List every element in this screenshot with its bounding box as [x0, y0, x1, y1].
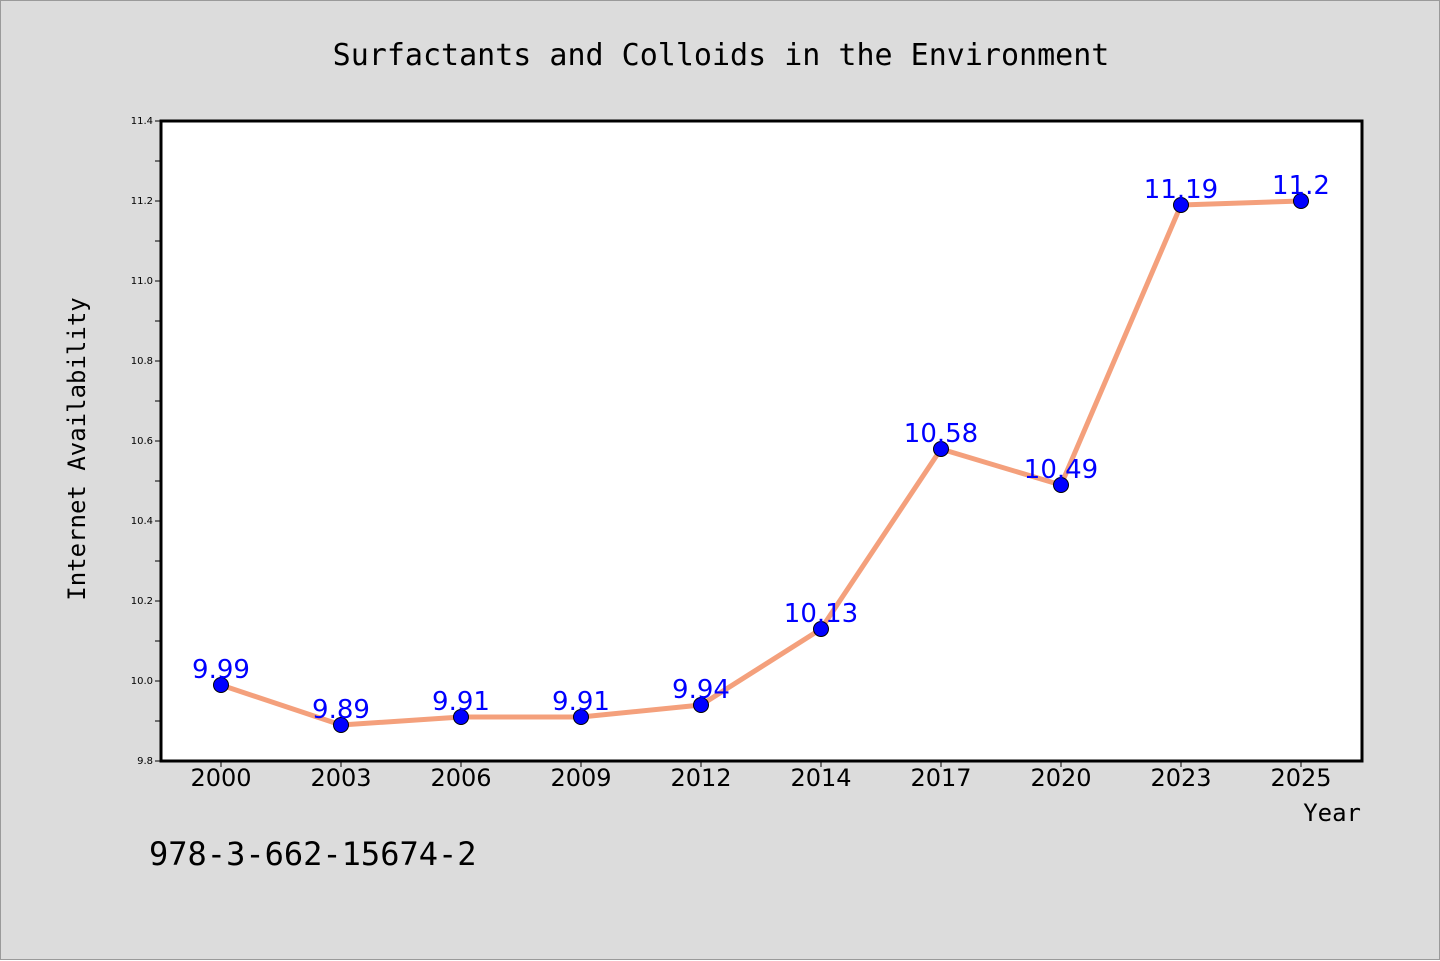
data-label-2025: 11.2 [1272, 171, 1330, 201]
data-label-2017: 10.58 [904, 419, 978, 449]
y-tick-label: 10.8 [131, 356, 153, 367]
isbn-footer: 978-3-662-15674-2 [149, 835, 477, 873]
y-tick-label: 10.0 [131, 676, 153, 687]
data-label-2009: 9.91 [552, 687, 610, 717]
y-axis-label: Internet Availability [63, 297, 91, 600]
data-label-2012: 9.94 [672, 675, 730, 705]
data-point-2017 [933, 441, 949, 457]
y-tick-label: 11.4 [131, 116, 153, 127]
data-point-2009 [573, 709, 589, 725]
y-axis: 9.8 10.0 10.2 10.4 10.6 10.8 11.0 11.2 11.4 [131, 116, 161, 767]
x-axis-label: Year [1303, 799, 1361, 827]
x-tick-label: 2000 [190, 764, 251, 792]
data-point-2014 [813, 621, 829, 637]
y-tick-label: 11.2 [131, 196, 153, 207]
data-point-2020 [1053, 477, 1069, 493]
data-label-2023: 11.19 [1144, 175, 1218, 205]
data-label-2003: 9.89 [312, 695, 370, 725]
data-label-2020: 10.49 [1024, 455, 1098, 485]
x-axis: 2000 2003 2006 2009 2012 2014 2017 2020 2023 2025 [190, 761, 1332, 792]
y-tick-label: 10.6 [131, 436, 153, 447]
series-line [218, 198, 1304, 728]
x-tick-label: 2020 [1030, 764, 1091, 792]
x-tick-label: 2006 [430, 764, 491, 792]
x-tick-label: 2017 [910, 764, 971, 792]
x-tick-label: 2009 [550, 764, 611, 792]
data-point-2025 [1293, 193, 1309, 209]
data-point-2003 [333, 717, 349, 733]
x-tick-label: 2014 [790, 764, 851, 792]
x-tick-label: 2023 [1150, 764, 1211, 792]
y-tick-label: 10.4 [131, 516, 153, 527]
data-point-2006 [453, 709, 469, 725]
y-tick-label: 10.2 [131, 596, 153, 607]
data-label-2014: 10.13 [784, 599, 858, 629]
data-label-2006: 9.91 [432, 687, 490, 717]
data-point-2000 [213, 677, 229, 693]
y-tick-label: 9.8 [137, 756, 153, 767]
plot-area [159, 119, 1364, 763]
x-tick-label: 2003 [310, 764, 371, 792]
x-tick-label: 2012 [670, 764, 731, 792]
chart-title: Surfactants and Colloids in the Environm… [333, 38, 1110, 73]
data-point-2023 [1173, 197, 1189, 213]
data-label-2000: 9.99 [192, 655, 250, 685]
data-point-2012 [693, 697, 709, 713]
x-tick-label: 2025 [1270, 764, 1331, 792]
series-layer: 9.99 9.89 9.91 9.91 9.94 10.13 10.58 10.49 11.19… [192, 171, 1330, 733]
y-tick-label: 11.0 [131, 276, 153, 287]
